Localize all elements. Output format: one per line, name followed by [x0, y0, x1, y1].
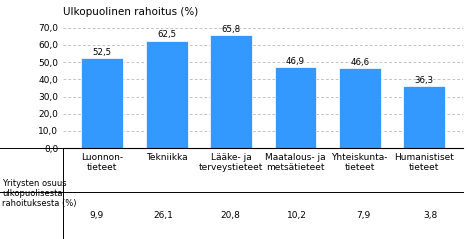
Text: 46,6: 46,6	[350, 58, 369, 67]
Text: 9,9: 9,9	[89, 211, 103, 220]
Text: 20,8: 20,8	[220, 211, 240, 220]
Bar	[403, 86, 445, 148]
Text: 10,2: 10,2	[287, 211, 307, 220]
Text: 62,5: 62,5	[157, 30, 176, 39]
Text: 52,5: 52,5	[93, 48, 112, 57]
Bar	[210, 35, 252, 148]
Bar	[146, 41, 188, 148]
Text: 3,8: 3,8	[423, 211, 437, 220]
Text: 36,3: 36,3	[415, 76, 434, 85]
Text: Ulkopuolinen rahoitus (%): Ulkopuolinen rahoitus (%)	[63, 7, 198, 17]
Bar	[275, 67, 316, 148]
Text: 7,9: 7,9	[356, 211, 370, 220]
Text: Yritysten osuus
ulkopuolisesta
rahoituksesta (%): Yritysten osuus ulkopuolisesta rahoituks…	[2, 179, 77, 208]
Bar	[81, 58, 123, 148]
Text: 26,1: 26,1	[154, 211, 173, 220]
Text: 65,8: 65,8	[221, 25, 241, 34]
Text: 46,9: 46,9	[286, 57, 305, 66]
Bar	[339, 68, 381, 148]
